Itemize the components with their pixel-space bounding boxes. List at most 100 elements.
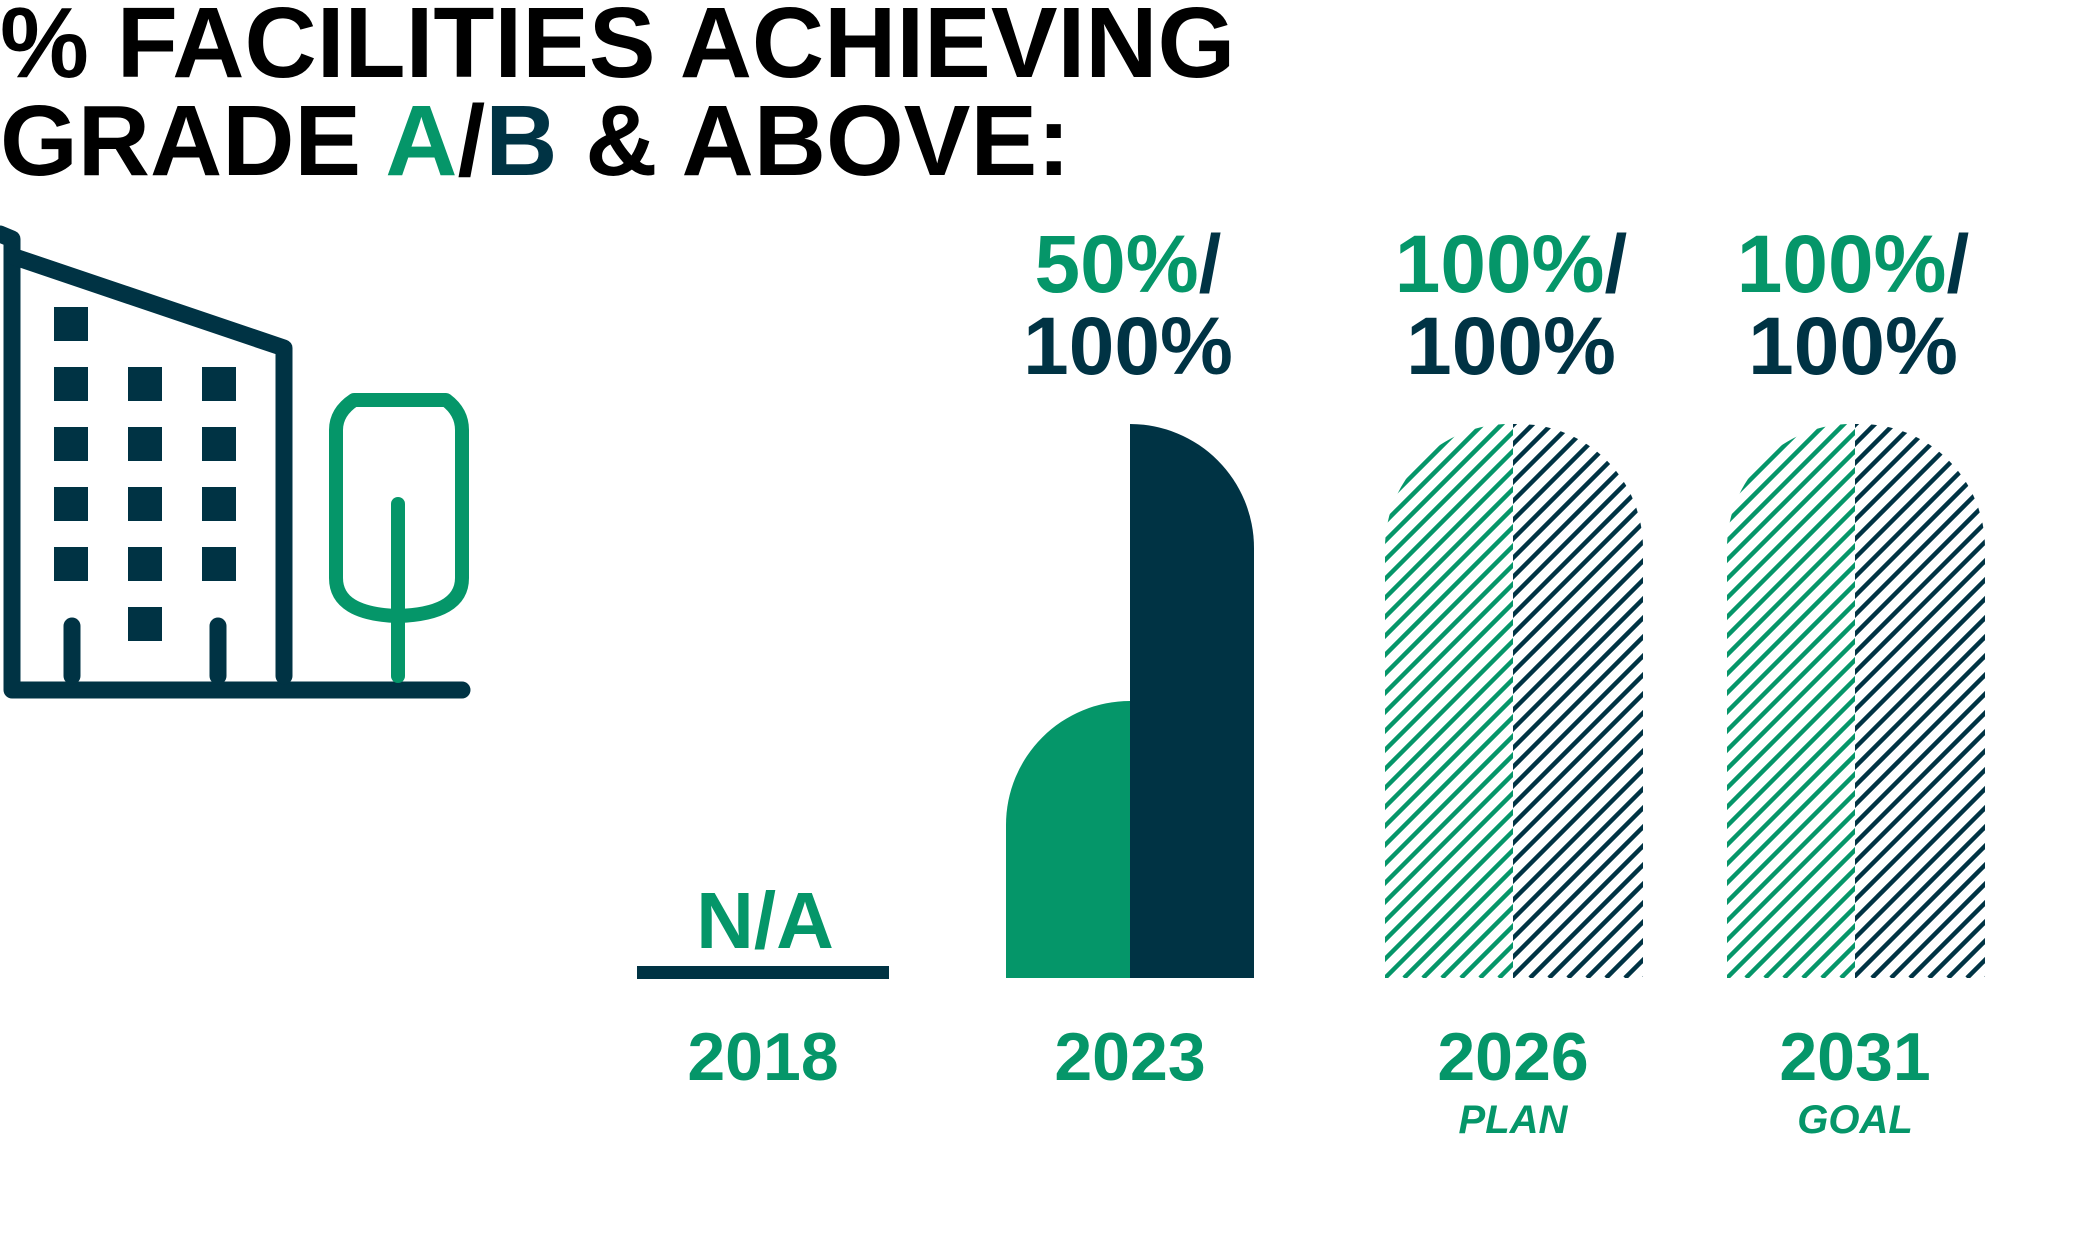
bar-b-stripe xyxy=(1513,424,1643,978)
bar-a-stripe xyxy=(1632,384,2083,978)
bar-a-stripe xyxy=(1727,424,1855,978)
bar-a-stripe xyxy=(1744,424,1855,978)
bar-b-stripe xyxy=(1513,424,1643,978)
bar-a-stripe xyxy=(1613,384,2083,978)
bar-b-stripe xyxy=(1513,424,1643,978)
bar-b-stripe xyxy=(1513,424,1643,978)
bar-a-stripe xyxy=(1727,424,1855,978)
bar-a-stripe xyxy=(1385,424,1513,978)
bar-a-stripe xyxy=(1727,424,1855,978)
bar-a-stripe xyxy=(1727,424,1855,978)
bar-b-stripe xyxy=(1927,424,1985,978)
title-grade-prefix: GRADE xyxy=(0,85,386,197)
bar-a-stripe xyxy=(1993,384,2083,978)
bar-b-stripe xyxy=(2024,384,2083,978)
bar-a-stripe xyxy=(1727,424,1855,978)
bar-b-stripe xyxy=(1513,424,1643,978)
bar-b-stripe xyxy=(1986,384,2083,978)
bar-b-stripe xyxy=(1965,424,1985,978)
bar-a-stripe xyxy=(1727,424,1855,978)
data-label-a: 100% xyxy=(1737,219,1947,310)
title-suffix: & ABOVE: xyxy=(557,85,1071,197)
bar-a-stripe xyxy=(2050,384,2083,978)
bar-a-stripe xyxy=(1385,424,1513,978)
bar-a-stripe xyxy=(1385,424,1506,978)
title-slash: / xyxy=(457,85,486,197)
bar-a-stripe xyxy=(1727,424,1855,978)
bar-a-stripe xyxy=(1385,424,1513,978)
bar-b-stripe xyxy=(1870,424,1985,978)
bar-b-stripe xyxy=(1855,424,1985,978)
bar-a-stripe xyxy=(1727,424,1855,978)
bar-a-stripe xyxy=(1860,384,2083,978)
bar-b xyxy=(1169,384,2083,978)
bar-b-stripe xyxy=(2043,384,2083,978)
bar-a-stripe xyxy=(1385,424,1513,978)
data-label-b: 100% xyxy=(1748,301,1958,392)
title-line-1: % FACILITIES ACHIEVING xyxy=(0,0,1236,99)
bar-a-stripe xyxy=(1727,424,1855,978)
bar-b-stripe xyxy=(1984,424,1985,978)
bar-a xyxy=(1385,384,2083,978)
data-label-a: 100% xyxy=(1395,219,1605,310)
bar-b-stripe xyxy=(1855,424,1985,978)
bar-b-stripe xyxy=(1513,424,1643,978)
bar-b-stripe xyxy=(1739,384,2083,978)
bar-a-stripe xyxy=(1385,424,1513,978)
bar-a-stripe xyxy=(1782,424,1855,978)
bar-b-stripe xyxy=(1513,424,1632,978)
building-tree-icon xyxy=(0,225,471,699)
bar-a-stripe xyxy=(1784,384,2083,978)
bar-a xyxy=(1727,384,2083,978)
data-label-top: 100%/ xyxy=(1395,219,1628,310)
bar-a-stripe xyxy=(1860,384,2083,978)
bar-b-stripe xyxy=(1855,424,1985,978)
bar-a-stripe xyxy=(2012,384,2083,978)
bar-b-stripe xyxy=(1513,424,1643,978)
bar-b-stripe xyxy=(2005,384,2083,978)
bar-b-stripe xyxy=(1855,424,1985,978)
bar-a-stripe xyxy=(1385,424,1513,978)
bar-a-stripe xyxy=(1727,424,1855,978)
bar-a-stripe xyxy=(1955,384,2083,978)
bar-b-stripe xyxy=(1777,384,2083,978)
bar-b-stripe xyxy=(1513,424,1643,978)
bar-a-stripe xyxy=(1497,424,1513,978)
data-label-b: 100% xyxy=(1023,301,1233,392)
bar-a-stripe xyxy=(1385,424,1513,978)
bar-b-stripe xyxy=(1855,424,1985,978)
bar-a-stripe xyxy=(1385,424,1513,978)
x-tick-label: 2026 xyxy=(1437,1019,1588,1095)
bar-group: 2018N/A202350%/100%2026PLAN100%/100%2031… xyxy=(637,219,2083,1142)
bar-a-stripe xyxy=(1708,384,2083,978)
bar-a-stripe xyxy=(1727,424,1855,978)
x-tick-label: 2031 xyxy=(1779,1019,1930,1095)
bar-a-stripe xyxy=(1727,424,1855,978)
title-line-2: GRADE A/B & ABOVE: xyxy=(0,91,1235,191)
bar-b-stripe xyxy=(1855,424,1985,978)
bar-a-stripe xyxy=(1385,424,1513,978)
bar-a-stripe xyxy=(1727,424,1855,978)
bar-a-stripe xyxy=(1385,424,1513,978)
baseline-mark xyxy=(637,966,889,979)
bar-a-stripe xyxy=(1385,424,1513,978)
bar-b-stripe xyxy=(1188,384,1782,978)
bar-a-stripe xyxy=(1727,424,1855,978)
data-label-top: 100%/ xyxy=(1737,219,1970,310)
data-label-sep: / xyxy=(1946,219,1969,310)
bar-b-stripe xyxy=(1207,384,1801,978)
title-grade-a: A xyxy=(385,85,458,197)
bar-b-stripe xyxy=(1855,424,1985,978)
bar-b-stripe xyxy=(1513,424,1643,978)
bar-b-stripe xyxy=(2043,384,2083,978)
bar-b-stripe xyxy=(1855,424,1985,978)
bar-a-stripe xyxy=(1727,424,1855,978)
bar-b-stripe xyxy=(1604,424,1643,978)
bar-b-stripe xyxy=(2062,384,2083,978)
bar-a-stripe xyxy=(2050,384,2083,978)
bar-b-stripe xyxy=(1855,424,1985,978)
category-note-label: PLAN xyxy=(1459,1098,1569,1142)
bar-a-stripe xyxy=(1385,424,1513,978)
bar-b-stripe xyxy=(1169,384,1763,978)
